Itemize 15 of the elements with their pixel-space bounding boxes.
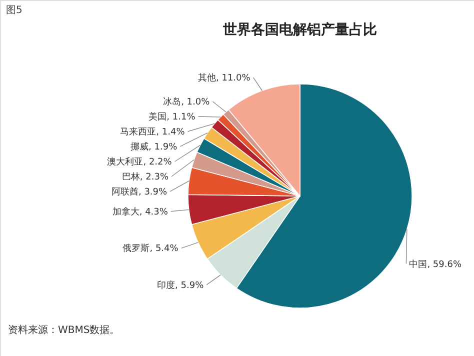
slice-label: 冰岛, 1.0% [163, 96, 210, 108]
text: 图5 [6, 5, 22, 16]
slice-label: 加拿大, 4.3% [112, 206, 168, 218]
slice-label: 马来西亚, 1.4% [120, 126, 186, 138]
slice-label: 中国, 59.6% [409, 258, 462, 270]
slice-label: 美国, 1.1% [148, 111, 196, 122]
slice-label: 其他, 11.0% [198, 72, 251, 84]
slice-label: 巴林, 2.3% [122, 171, 169, 182]
chart-title: 世界各国电解铝产量占比 [222, 21, 377, 38]
slice-label: 澳大利亚, 2.2% [107, 156, 172, 168]
slice-label: 俄罗斯, 5.4% [122, 243, 179, 254]
text: 资料来源：WBMS数据。 [8, 324, 120, 336]
slice-label: 挪威, 1.9% [130, 141, 178, 152]
slice-label: 阿联酋, 3.9% [111, 186, 168, 198]
slice-label: 印度, 5.9% [157, 280, 204, 291]
